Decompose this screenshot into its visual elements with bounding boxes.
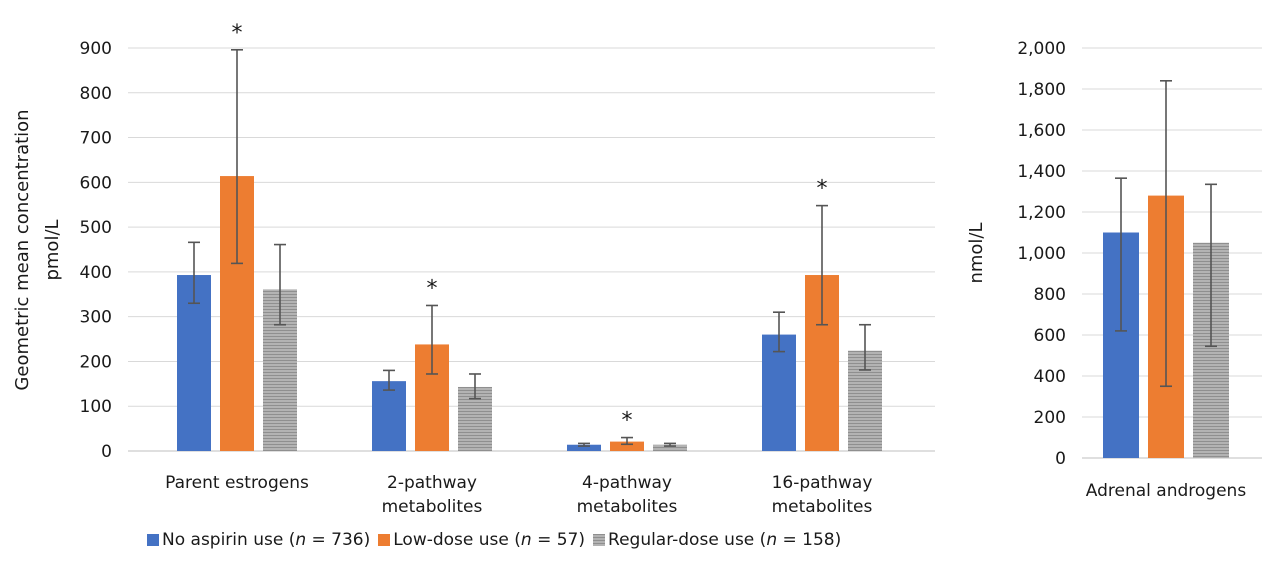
- significance-marker: *: [622, 409, 633, 434]
- legend-count: = 158): [777, 530, 842, 550]
- y-tick-label: 300: [80, 308, 112, 328]
- legend-n-symbol: n: [766, 530, 778, 550]
- x-category-label: Adrenal androgens: [1086, 481, 1247, 501]
- bar-no-aspirin: [567, 444, 601, 451]
- y-tick-label: 700: [80, 129, 112, 149]
- legend-count: = 736): [306, 530, 371, 550]
- y-axis-unit: pmol/L: [42, 219, 63, 280]
- y-tick-label: 500: [80, 218, 112, 238]
- y-tick-label: 400: [80, 263, 112, 283]
- y-tick-label: 1,000: [1017, 244, 1066, 264]
- y-tick-label: 200: [1034, 408, 1066, 428]
- legend-n-symbol: n: [295, 530, 307, 550]
- significance-marker: *: [232, 21, 243, 46]
- y-tick-label: 2,000: [1017, 39, 1066, 59]
- y-tick-label: 1,800: [1017, 80, 1066, 100]
- legend-swatch: [378, 534, 391, 546]
- x-category-label: 4-pathway: [582, 473, 672, 493]
- legend-item-regular-dose: Regular-dose use (n = 158): [593, 530, 841, 550]
- bar-regular-dose: [653, 444, 687, 451]
- y-tick-label: 0: [101, 442, 112, 462]
- adrenal-androgens-chart: 0 200 400 600 800 1,000 1,200 1,400 1,600 1,800 2,…: [966, 39, 1262, 501]
- y-axis-label: Geometric mean concentration: [12, 109, 33, 390]
- y-axis-label: nmol/L: [966, 222, 987, 283]
- significance-marker: *: [817, 177, 828, 202]
- y-tick-label: 0: [1055, 449, 1066, 469]
- y-tick-label: 400: [1034, 367, 1066, 387]
- y-tick-label: 100: [80, 397, 112, 417]
- bar-no-aspirin: [372, 381, 406, 451]
- y-tick-label: 600: [1034, 326, 1066, 346]
- bar-no-aspirin: [177, 275, 211, 451]
- legend-n-symbol: n: [520, 530, 532, 550]
- legend-count: = 57): [531, 530, 586, 550]
- significance-marker: *: [427, 276, 438, 301]
- x-category-label: 16-pathway: [772, 473, 873, 493]
- legend-label: Regular-dose use (: [608, 530, 767, 550]
- bar-low-dose: [610, 441, 644, 451]
- y-tick-label: 900: [80, 39, 112, 59]
- y-tick-label: 200: [80, 352, 112, 372]
- x-category-label: metabolites: [772, 497, 873, 517]
- bar-no-aspirin: [762, 334, 796, 451]
- y-tick-label: 1,600: [1017, 121, 1066, 141]
- legend-swatch: [147, 534, 159, 546]
- y-tick-label: 1,400: [1017, 162, 1066, 182]
- y-tick-label: 600: [80, 173, 112, 193]
- legend-item-no-aspirin: No aspirin use (n = 736): [147, 530, 370, 550]
- legend-item-low-dose: Low-dose use (n = 57): [378, 530, 585, 550]
- x-category-label: metabolites: [382, 497, 483, 517]
- y-tick-label: 1,200: [1017, 203, 1066, 223]
- x-category-label: Parent estrogens: [165, 473, 309, 493]
- legend-label: No aspirin use (: [162, 530, 296, 550]
- y-tick-label: 800: [1034, 285, 1066, 305]
- estrogen-metabolites-chart: 0 100 200 300 400 500 600 700 800 900 Geometric me…: [12, 21, 935, 517]
- x-category-label: 2-pathway: [387, 473, 477, 493]
- legend-label: Low-dose use (: [393, 530, 521, 550]
- y-tick-label: 800: [80, 84, 112, 104]
- x-category-label: metabolites: [577, 497, 678, 517]
- legend-swatch: [593, 534, 606, 546]
